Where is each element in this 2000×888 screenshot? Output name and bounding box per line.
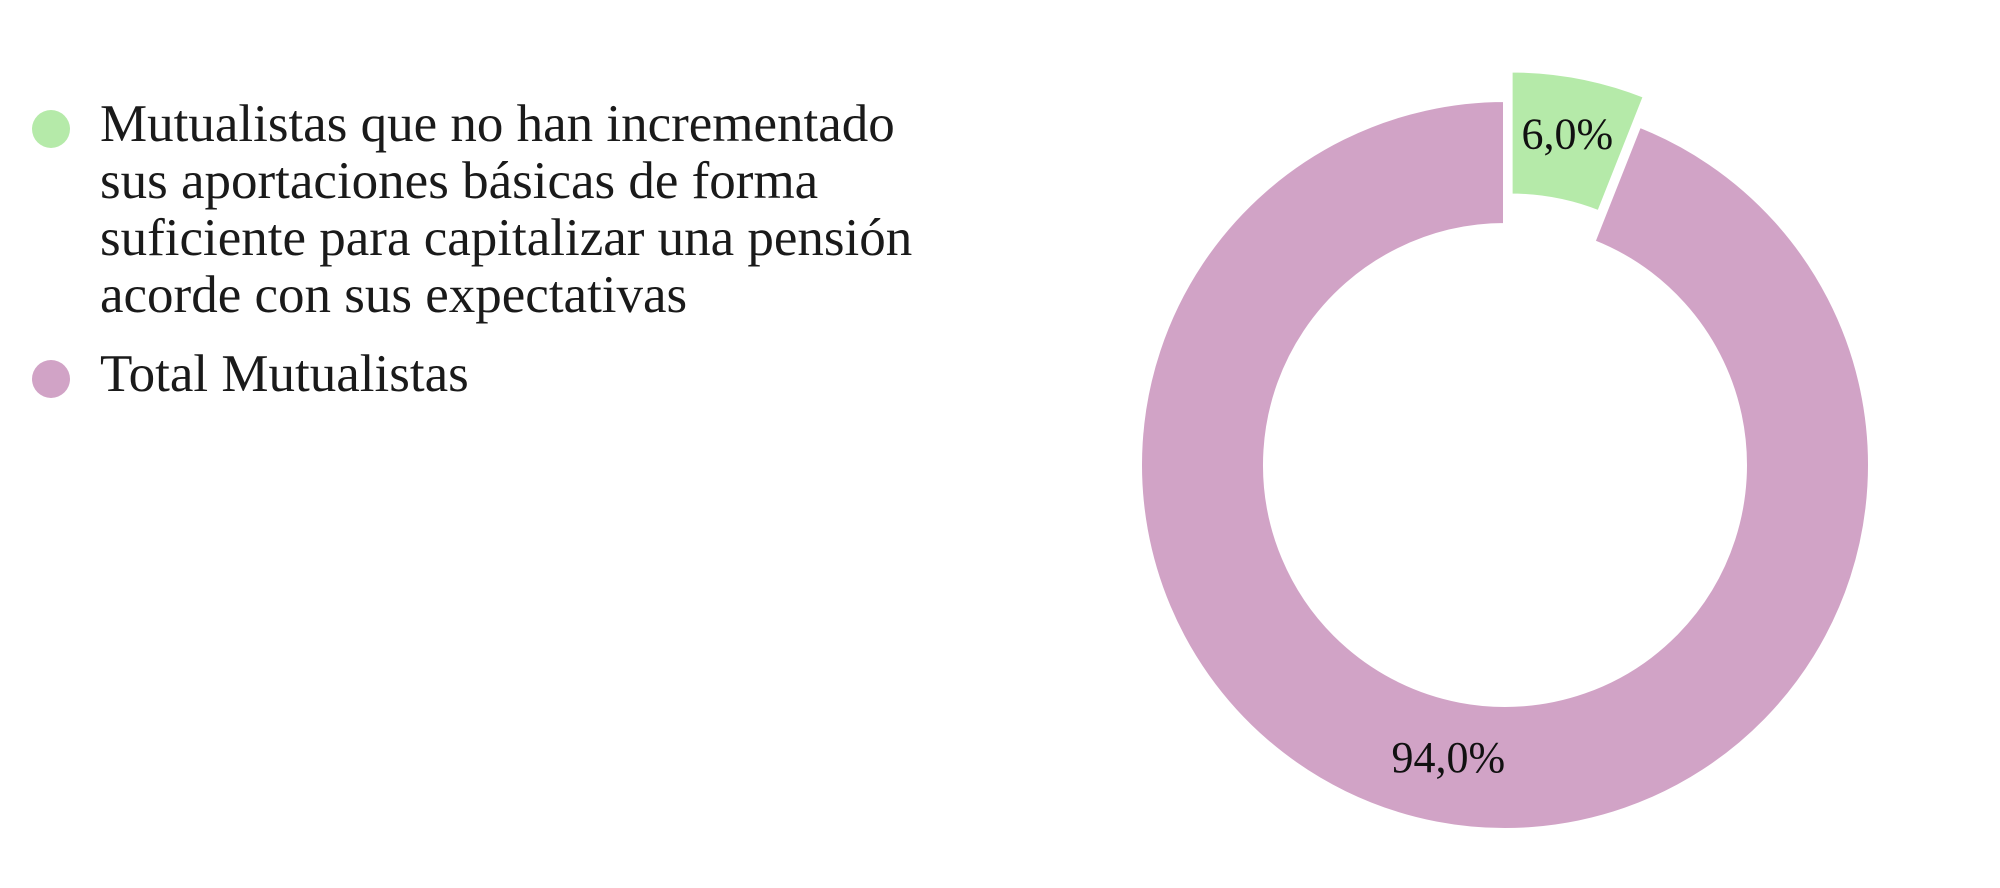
slice-value-label: 6,0% bbox=[1521, 109, 1613, 158]
slice-value-label: 94,0% bbox=[1391, 733, 1505, 782]
chart-legend: Mutualistas que no han incrementado sus … bbox=[32, 96, 1072, 425]
legend-label: Mutualistas que no han incrementado sus … bbox=[100, 95, 913, 324]
legend-label: Total Mutualistas bbox=[100, 345, 469, 403]
legend-swatch-green bbox=[32, 110, 70, 148]
legend-item-no-incrementado[interactable]: Mutualistas que no han incrementado sus … bbox=[32, 96, 1072, 324]
legend-item-total-mutualistas[interactable]: Total Mutualistas bbox=[32, 346, 1072, 403]
legend-swatch-purple bbox=[32, 360, 70, 398]
donut-slice-no-incrementado[interactable] bbox=[1508, 68, 1648, 215]
donut-slice-total-mutualistas[interactable] bbox=[1138, 97, 1872, 832]
